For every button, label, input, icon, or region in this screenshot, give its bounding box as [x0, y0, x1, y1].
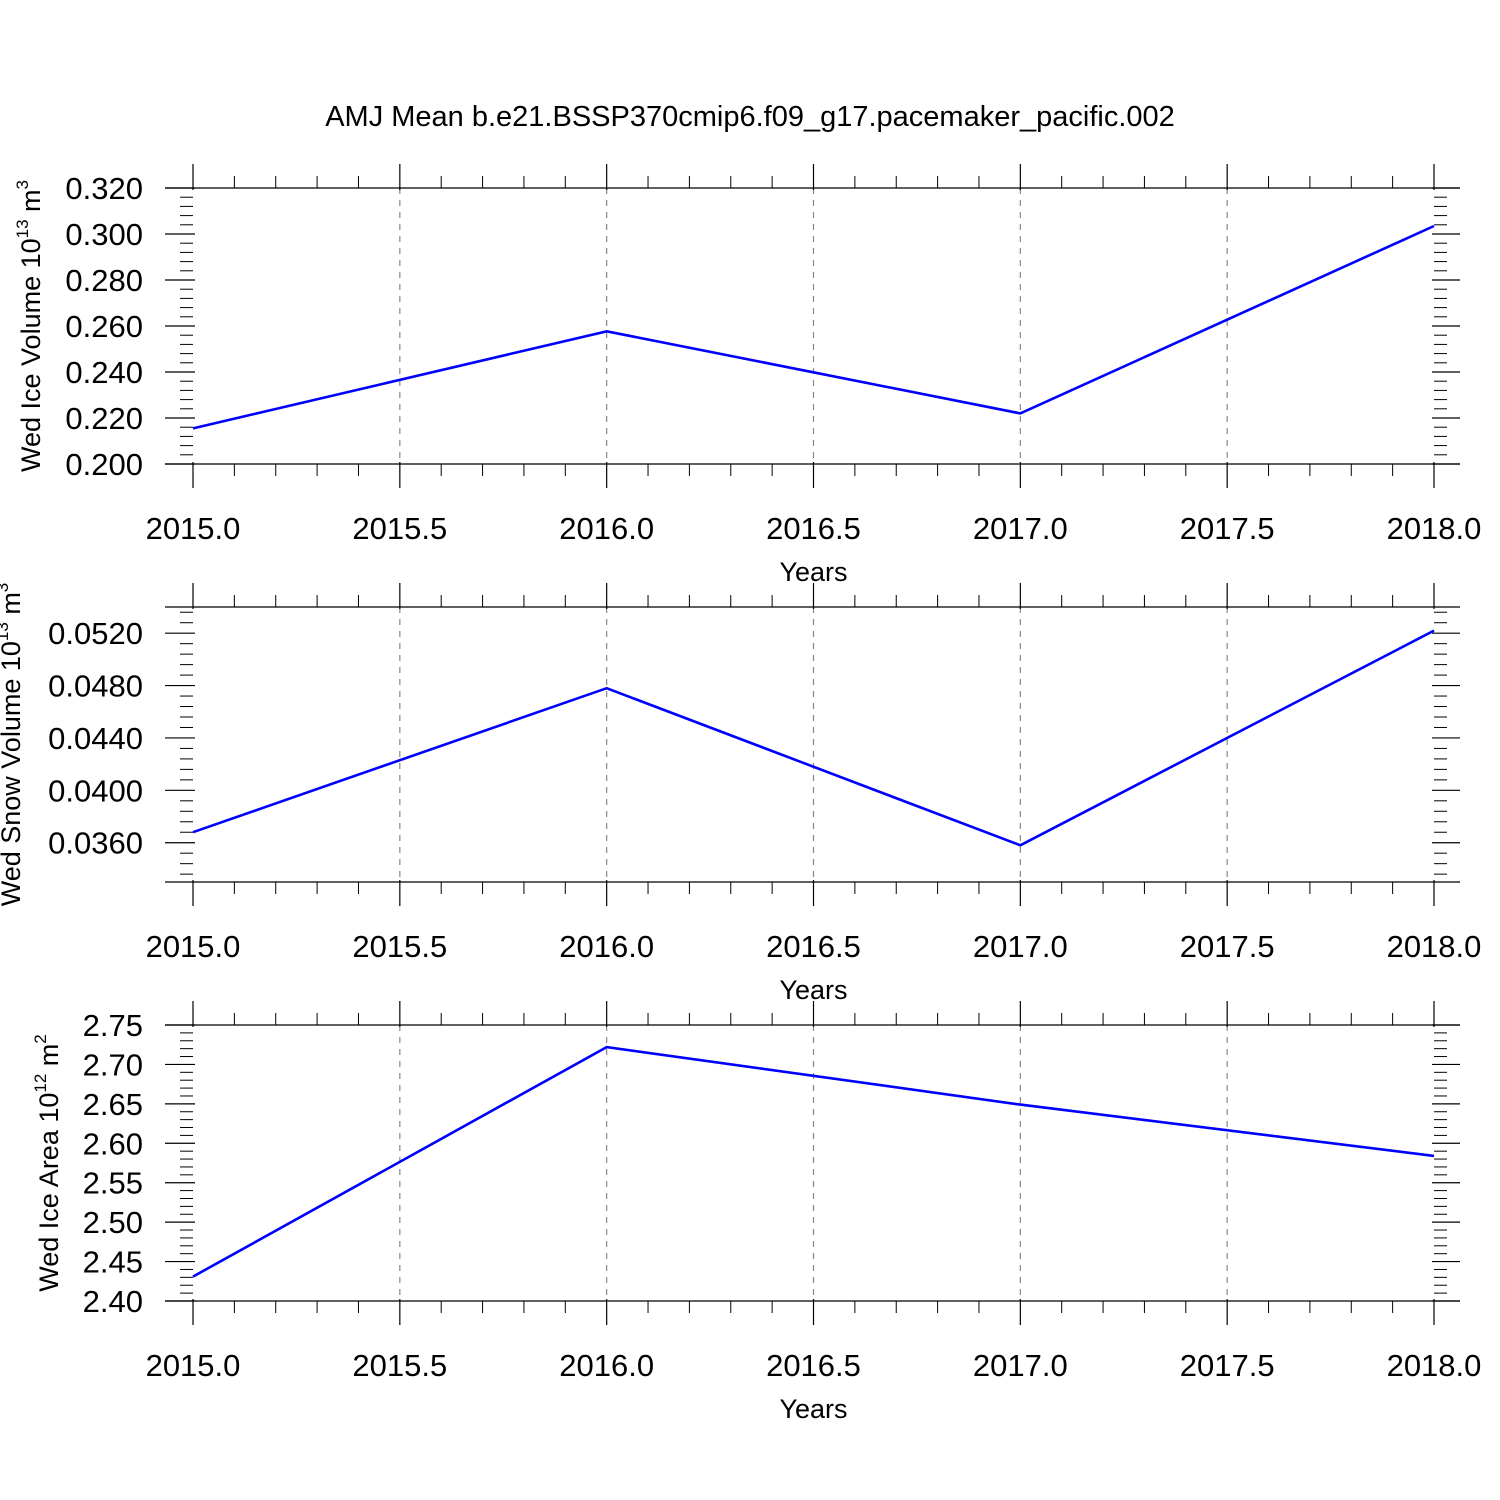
y-tick-label: 0.220 — [65, 401, 143, 436]
y-axis-label-superscript: 3 — [13, 180, 32, 189]
x-tick-label: 2016.0 — [559, 1348, 654, 1383]
y-axis-label-superscript: 3 — [0, 583, 12, 592]
y-tick-label: 2.40 — [83, 1284, 143, 1319]
y-tick-label: 2.50 — [83, 1205, 143, 1240]
x-tick-label: 2018.0 — [1387, 929, 1482, 964]
y-tick-label: 2.45 — [83, 1245, 143, 1280]
x-tick-label: 2015.0 — [146, 929, 241, 964]
y-tick-label: 2.55 — [83, 1166, 143, 1201]
y-axis-label-part: m — [16, 189, 46, 219]
x-tick-label: 2016.5 — [766, 1348, 861, 1383]
x-tick-label: 2016.5 — [766, 929, 861, 964]
y-axis-label-superscript: 13 — [0, 622, 12, 641]
y-axis-label-part: m — [34, 1044, 64, 1074]
x-tick-label: 2015.5 — [352, 929, 447, 964]
y-axis-label-superscript: 13 — [13, 219, 32, 238]
x-tick-label: 2016.0 — [559, 511, 654, 546]
chart-panel-1: 0.200 0.220 0.240 0.260 0.280 0.300 0.320 2015.… — [13, 164, 1481, 587]
y-tick-label: 2.65 — [83, 1087, 143, 1122]
y-tick-label: 0.0440 — [48, 721, 143, 756]
y-axis-label-part: Wed Ice Area 10 — [34, 1093, 64, 1292]
y-tick-label: 0.0360 — [48, 826, 143, 861]
x-tick-label: 2017.0 — [973, 929, 1068, 964]
y-axis-label-part: Wed Snow Volume 10 — [0, 641, 26, 906]
series-line — [192, 629, 1435, 847]
y-tick-label: 0.0480 — [48, 669, 143, 704]
x-axis-label: Years — [779, 557, 847, 587]
y-axis-label-superscript: 2 — [31, 1034, 50, 1043]
figure-title: AMJ Mean b.e21.BSSP370cmip6.f09_g17.pace… — [325, 101, 1175, 133]
x-axis-label: Years — [779, 1394, 847, 1424]
y-tick-label: 0.240 — [65, 355, 143, 390]
y-tick-label: 0.0400 — [48, 773, 143, 808]
x-tick-label: 2015.5 — [352, 511, 447, 546]
x-tick-label: 2018.0 — [1387, 1348, 1482, 1383]
x-axis-label: Years — [779, 975, 847, 1005]
x-tick-label: 2017.5 — [1180, 1348, 1275, 1383]
chart-panel-2: 0.0360 0.0400 0.0440 0.0480 0.0520 2015.0 2015… — [0, 583, 1481, 1005]
y-axis-label-superscript: 12 — [31, 1074, 50, 1093]
x-tick-label: 2015.0 — [146, 1348, 241, 1383]
x-tick-label: 2017.0 — [973, 1348, 1068, 1383]
y-axis-label-part: Wed Ice Volume 10 — [16, 238, 46, 472]
y-tick-label: 0.0520 — [48, 616, 143, 651]
chart-panel-3: 2.40 2.45 2.50 2.55 2.60 2.65 2.70 2.75 2015.0 20… — [31, 1001, 1481, 1424]
x-tick-label: 2015.5 — [352, 1348, 447, 1383]
series-line — [192, 224, 1435, 430]
x-tick-label: 2016.0 — [559, 929, 654, 964]
x-tick-label: 2016.5 — [766, 511, 861, 546]
y-tick-label: 0.200 — [65, 447, 143, 482]
y-axis-label: Wed Ice Area 1012 m2 — [31, 1034, 64, 1292]
y-tick-label: 0.260 — [65, 309, 143, 344]
x-tick-label: 2018.0 — [1387, 511, 1482, 546]
y-axis-label-part: m — [0, 592, 26, 622]
x-tick-label: 2017.5 — [1180, 511, 1275, 546]
y-tick-label: 2.60 — [83, 1126, 143, 1161]
y-axis-label: Wed Snow Volume 1013 m3 — [0, 583, 26, 907]
series-line — [192, 1045, 1435, 1278]
y-tick-label: 0.280 — [65, 263, 143, 298]
chart-panels: 0.200 0.220 0.240 0.260 0.280 0.300 0.320 2015.… — [0, 164, 1481, 1424]
y-tick-label: 0.320 — [65, 171, 143, 206]
y-axis-label: Wed Ice Volume 1013 m3 — [13, 180, 46, 472]
x-tick-label: 2015.0 — [146, 511, 241, 546]
x-tick-label: 2017.0 — [973, 511, 1068, 546]
y-tick-label: 0.300 — [65, 217, 143, 252]
x-tick-label: 2017.5 — [1180, 929, 1275, 964]
y-tick-label: 2.75 — [83, 1008, 143, 1043]
y-tick-label: 2.70 — [83, 1047, 143, 1082]
